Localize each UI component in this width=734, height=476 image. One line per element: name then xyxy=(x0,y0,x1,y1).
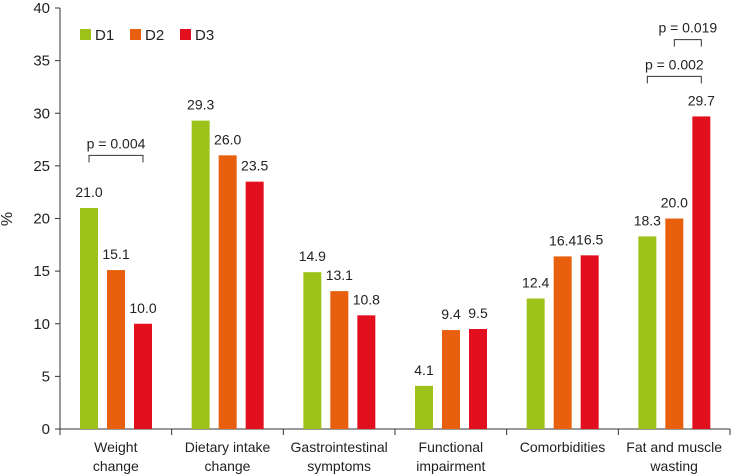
p-value-label: p = 0.019 xyxy=(658,20,717,36)
y-tick-label: 0 xyxy=(42,421,50,438)
value-label: 20.0 xyxy=(661,195,688,211)
value-label: 18.3 xyxy=(634,212,661,228)
significance-bracket xyxy=(646,75,702,84)
x-category-label: Dietary intake change xyxy=(185,439,271,474)
y-tick-label: 10 xyxy=(33,316,50,333)
y-axis-label: % xyxy=(0,212,16,226)
y-tick-label: 20 xyxy=(33,211,50,228)
y-tick-label: 30 xyxy=(33,105,50,122)
x-axis: Weight change Dietary intake change Gastroin… xyxy=(59,428,731,474)
value-label: 10.0 xyxy=(129,300,156,316)
legend-swatch-d1 xyxy=(80,29,91,40)
significance-bracket xyxy=(88,154,144,163)
legend-label: D2 xyxy=(145,27,164,44)
y-tick-label: 25 xyxy=(33,158,50,175)
value-label: 9.4 xyxy=(441,306,461,322)
value-label: 15.1 xyxy=(102,246,129,262)
bar-d3 xyxy=(692,116,711,429)
value-label: 26.0 xyxy=(214,131,241,147)
value-label: 12.4 xyxy=(522,274,549,290)
bar-d3 xyxy=(245,181,264,429)
legend-swatch-d3 xyxy=(180,29,191,40)
x-category-label: Fat and muscle wasting xyxy=(626,439,722,474)
x-category-label: Comorbidities xyxy=(520,439,606,455)
bar-d3 xyxy=(134,323,152,429)
bar-d1 xyxy=(80,207,98,429)
p-value-label: p = 0.002 xyxy=(645,56,704,72)
value-label: 21.0 xyxy=(75,184,102,200)
value-label: 14.9 xyxy=(299,248,326,264)
bar-d3 xyxy=(469,329,487,429)
y-tick-label: 40 xyxy=(33,0,50,17)
bar-d1 xyxy=(526,298,545,429)
bar-d2 xyxy=(665,218,684,429)
bar-d2 xyxy=(330,291,349,429)
bar-d2 xyxy=(442,330,460,429)
bar-d3 xyxy=(580,255,599,429)
y-tick-label: 5 xyxy=(42,368,50,385)
value-labels: 21.0 29.3 14.9 4.1 12.4 18.3 15.1 26.0 13.1 9.4 16… xyxy=(75,92,715,377)
x-category-label: Weight change xyxy=(93,439,139,474)
legend: D1 D2 D3 xyxy=(80,27,214,44)
value-label: 4.1 xyxy=(414,362,434,378)
value-label: 29.7 xyxy=(688,92,715,108)
bar-d2 xyxy=(218,155,237,429)
y-axis: 0 5 10 15 20 25 30 35 40 xyxy=(33,0,61,438)
y-tick-label: 35 xyxy=(33,53,50,70)
value-label: 16.4 xyxy=(549,232,576,248)
bar-d1 xyxy=(638,236,657,429)
significance-bracket xyxy=(673,39,702,47)
bar-d1 xyxy=(415,385,433,429)
value-label: 16.5 xyxy=(576,231,603,247)
bars xyxy=(80,116,711,430)
p-value-label: p = 0.004 xyxy=(87,135,146,151)
x-category-label: Functional impairment xyxy=(416,439,485,474)
bar-d3 xyxy=(357,315,376,429)
y-tick-label: 15 xyxy=(33,263,50,280)
value-label: 23.5 xyxy=(241,158,268,174)
bar-d2 xyxy=(107,270,125,429)
value-label: 29.3 xyxy=(187,97,214,113)
legend-label: D1 xyxy=(95,27,114,44)
value-label: 13.1 xyxy=(326,267,353,283)
value-label: 9.5 xyxy=(468,305,488,321)
bar-d1 xyxy=(303,272,322,429)
bar-d2 xyxy=(553,256,572,429)
legend-label: D3 xyxy=(195,27,214,44)
legend-swatch-d2 xyxy=(130,29,141,40)
significance-annotations: p = 0.004 p = 0.002 p = 0.019 xyxy=(87,20,717,163)
x-category-label: Gastrointestinal symptoms xyxy=(291,439,388,474)
value-label: 10.8 xyxy=(353,291,380,307)
bar-d1 xyxy=(191,120,210,430)
